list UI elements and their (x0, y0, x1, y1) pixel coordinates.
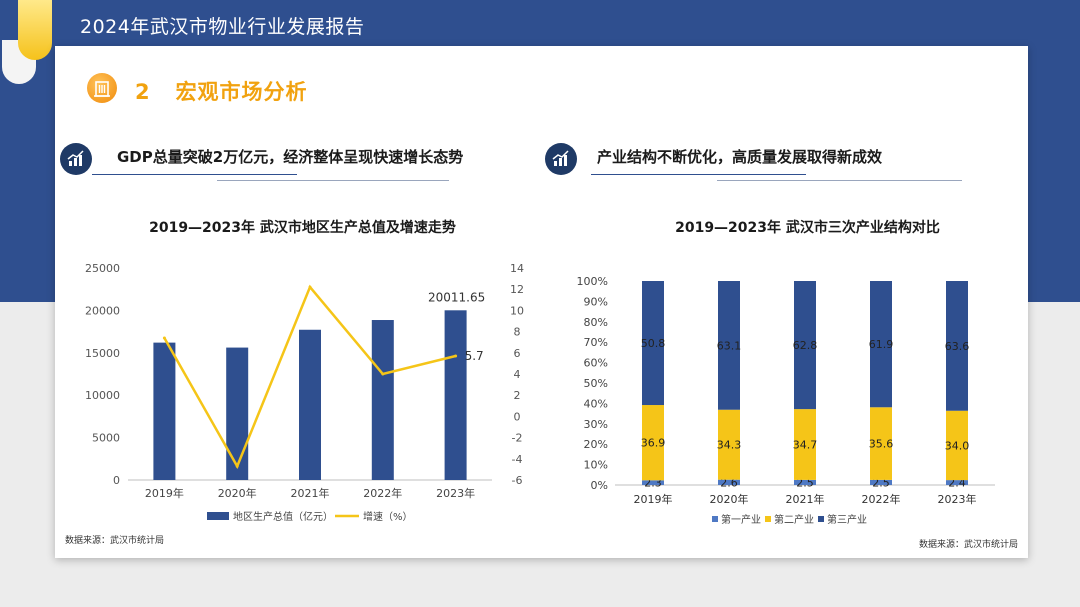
section-title: 2 宏观市场分析 (135, 76, 308, 106)
right-subtitle: 产业结构不断优化，高质量发展取得新成效 (597, 148, 883, 166)
section-number: 2 (135, 80, 151, 104)
report-title: 2024年武汉市物业行业发展报告 (80, 16, 365, 38)
left-underline-2 (217, 180, 449, 181)
left-chart-title: 2019—2023年 武汉市地区生产总值及增速走势 (149, 220, 456, 236)
building-icon (87, 73, 117, 103)
right-source: 数据来源：武汉市统计局 (919, 540, 1019, 550)
left-underline (92, 174, 297, 175)
left-subtitle: GDP总量突破2万亿元，经济整体呈现快速增长态势 (117, 148, 464, 166)
section-label: 宏观市场分析 (175, 80, 308, 104)
right-chart-title: 2019—2023年 武汉市三次产业结构对比 (675, 220, 940, 236)
trend-chart-icon (60, 143, 92, 175)
trend-chart-icon (545, 143, 577, 175)
decor-tab-yellow (18, 0, 52, 60)
content-panel: 2 宏观市场分析 GDP总量突破2万亿元，经济整体呈现快速增长态势 产业结构不断… (55, 46, 1028, 558)
right-underline (591, 174, 806, 175)
right-underline-2 (717, 180, 962, 181)
left-source: 数据来源：武汉市统计局 (65, 536, 165, 546)
